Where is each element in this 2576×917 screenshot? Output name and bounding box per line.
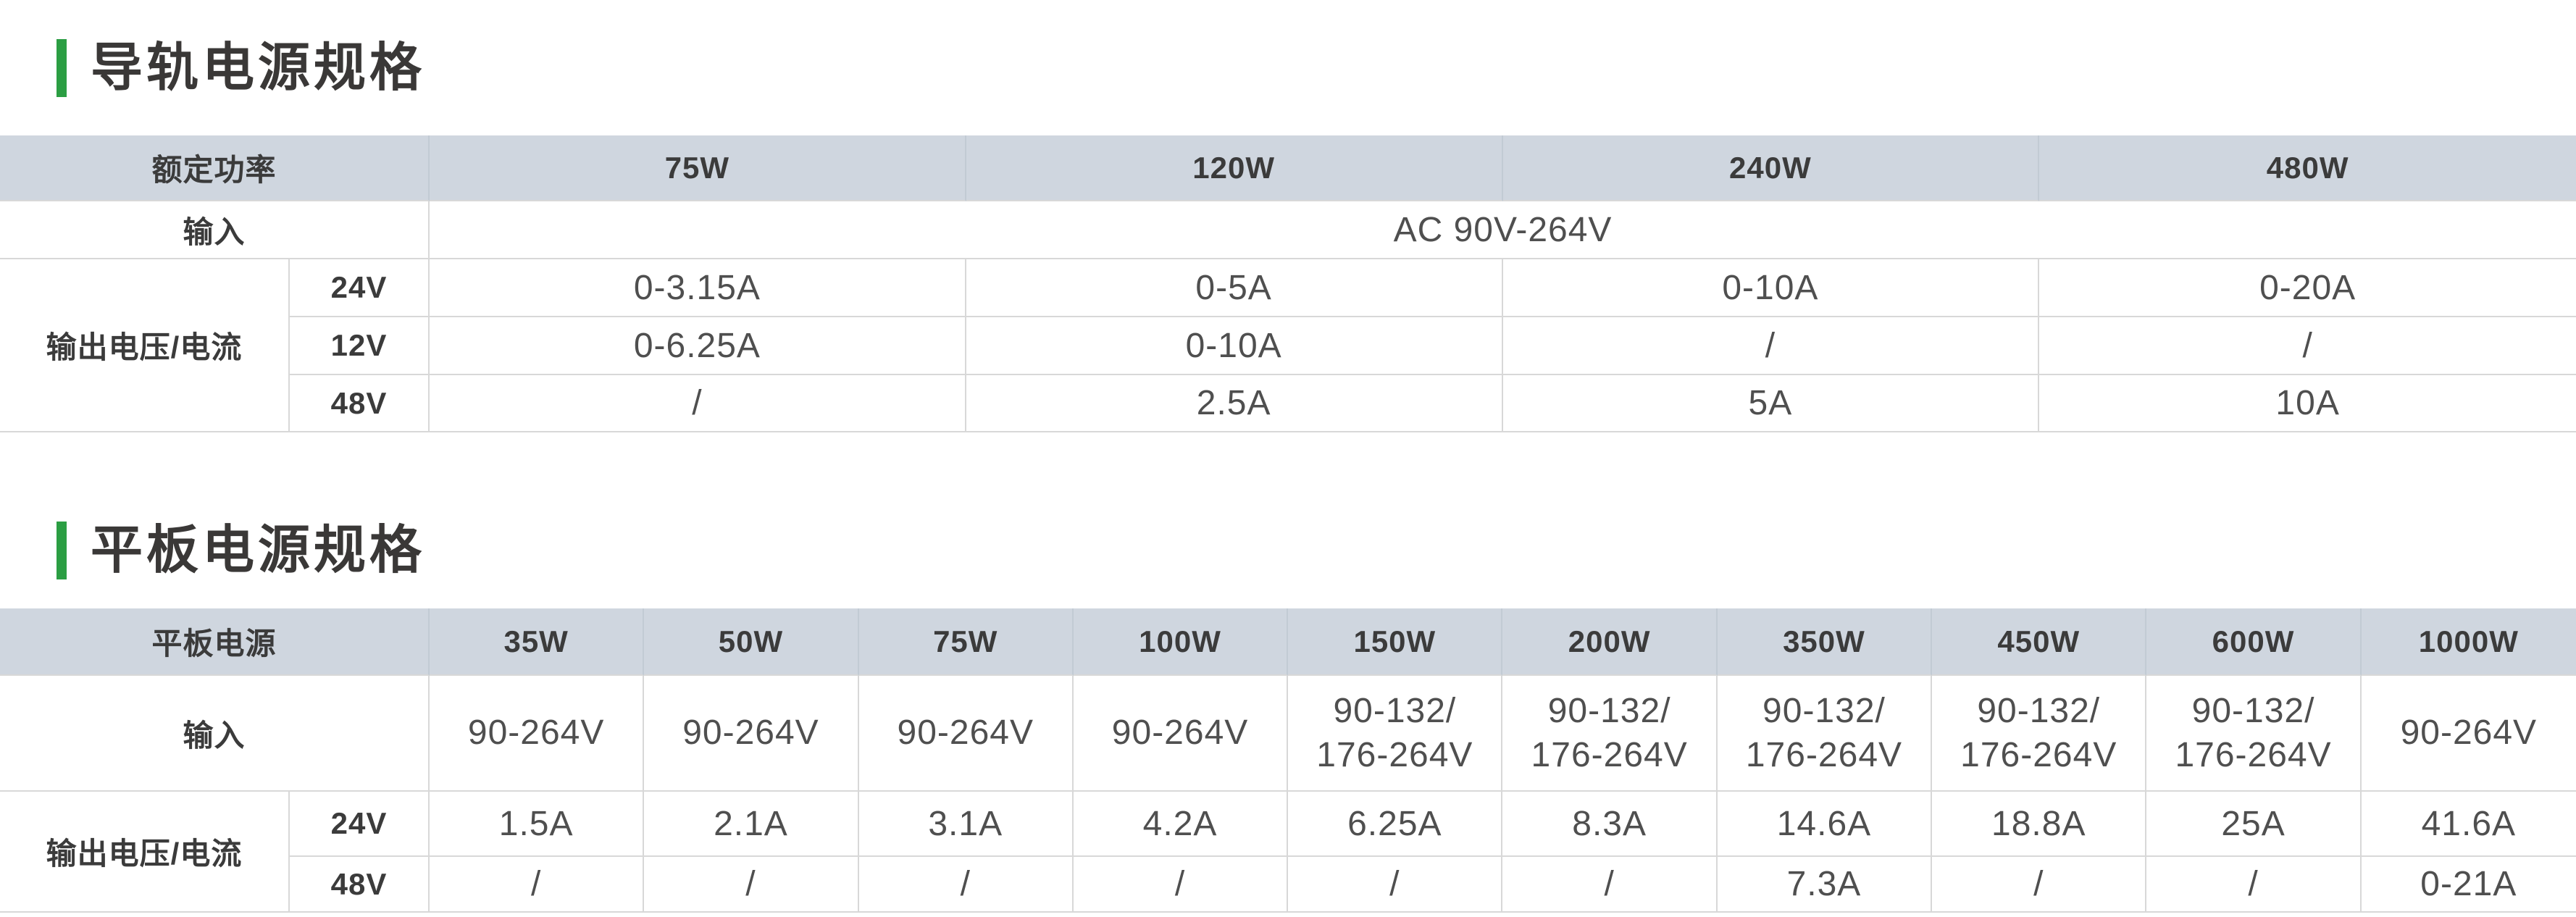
- rail-voltage-label-12v: 12V: [290, 317, 430, 375]
- panel-current-value: 41.6A: [2361, 792, 2576, 857]
- rail-current-value: 0-20A: [2039, 259, 2576, 317]
- rail-spec-table: 额定功率 75W 120W 240W 480W 输入 AC 90V-264V 输…: [0, 135, 2576, 432]
- panel-input-value: 90-264V: [2361, 676, 2576, 792]
- panel-current-value: 14.6A: [1717, 792, 1933, 857]
- panel-section-title-text: 平板电源规格: [91, 522, 426, 579]
- panel-current-value: 2.1A: [644, 792, 859, 857]
- rail-input-row-label: 输入: [0, 201, 430, 259]
- panel-current-value: 8.3A: [1502, 792, 1718, 857]
- rail-current-value: /: [2039, 317, 2576, 375]
- panel-current-value: 1.5A: [430, 792, 645, 857]
- panel-column-header-50w: 50W: [644, 608, 859, 676]
- panel-current-value: 3.1A: [858, 792, 1074, 857]
- rail-column-header-75w: 75W: [430, 135, 966, 201]
- panel-input-value: 90-132/ 176-264V: [1288, 676, 1503, 792]
- rail-corner-header: 额定功率: [0, 135, 430, 201]
- panel-current-value: 4.2A: [1073, 792, 1289, 857]
- panel-corner-header: 平板电源: [0, 608, 430, 676]
- panel-current-value: 6.25A: [1288, 792, 1503, 857]
- rail-current-value: /: [1502, 317, 2040, 375]
- panel-input-value: 90-132/ 176-264V: [2146, 676, 2362, 792]
- rail-input-value: AC 90V-264V: [430, 201, 2576, 259]
- panel-column-header-200w: 200W: [1502, 608, 1718, 676]
- rail-current-value: 2.5A: [966, 375, 1503, 432]
- panel-input-value: 90-132/ 176-264V: [1502, 676, 1718, 792]
- panel-current-value: 25A: [2146, 792, 2362, 857]
- rail-section-title: 导轨电源规格: [57, 39, 425, 97]
- panel-input-row-label: 输入: [0, 676, 430, 792]
- panel-input-value: 90-264V: [858, 676, 1074, 792]
- rail-current-value: 0-6.25A: [430, 317, 966, 375]
- panel-spec-table: 平板电源 35W 50W 75W 100W 150W 200W 350W 450…: [0, 608, 2576, 913]
- rail-current-value: /: [430, 375, 966, 432]
- rail-title-accent-bar: [57, 39, 67, 97]
- panel-current-value: /: [1932, 857, 2147, 913]
- panel-current-value: /: [858, 857, 1074, 913]
- rail-voltage-label-48v: 48V: [290, 375, 430, 432]
- rail-column-header-480w: 480W: [2039, 135, 2576, 201]
- rail-current-value: 5A: [1502, 375, 2040, 432]
- panel-output-row-label: 输出电压/电流: [0, 792, 290, 913]
- rail-column-header-120w: 120W: [966, 135, 1503, 201]
- panel-column-header-1000w: 1000W: [2361, 608, 2576, 676]
- panel-input-value: 90-132/ 176-264V: [1717, 676, 1933, 792]
- rail-current-value: 0-10A: [966, 317, 1503, 375]
- rail-output-row-label: 输出电压/电流: [0, 259, 290, 432]
- panel-current-value: 7.3A: [1717, 857, 1933, 913]
- rail-current-value: 0-10A: [1502, 259, 2040, 317]
- rail-current-value: 10A: [2039, 375, 2576, 432]
- panel-current-value: /: [644, 857, 859, 913]
- panel-input-value: 90-264V: [1073, 676, 1289, 792]
- rail-voltage-label-24v: 24V: [290, 259, 430, 317]
- panel-current-value: /: [430, 857, 645, 913]
- panel-input-value: 90-264V: [644, 676, 859, 792]
- panel-column-header-600w: 600W: [2146, 608, 2362, 676]
- panel-column-header-100w: 100W: [1073, 608, 1289, 676]
- panel-current-value: /: [1502, 857, 1718, 913]
- panel-input-value: 90-132/ 176-264V: [1932, 676, 2147, 792]
- panel-section-title: 平板电源规格: [57, 522, 425, 579]
- rail-current-value: 0-3.15A: [430, 259, 966, 317]
- panel-current-value: /: [1288, 857, 1503, 913]
- rail-column-header-240w: 240W: [1502, 135, 2040, 201]
- rail-current-value: 0-5A: [966, 259, 1503, 317]
- panel-current-value: /: [1073, 857, 1289, 913]
- panel-title-accent-bar: [57, 522, 67, 579]
- rail-section-title-text: 导轨电源规格: [91, 39, 426, 97]
- panel-input-value: 90-264V: [430, 676, 645, 792]
- panel-current-value: 0-21A: [2361, 857, 2576, 913]
- panel-voltage-label-24v: 24V: [290, 792, 430, 857]
- panel-column-header-35w: 35W: [430, 608, 645, 676]
- panel-column-header-350w: 350W: [1717, 608, 1933, 676]
- panel-column-header-450w: 450W: [1932, 608, 2147, 676]
- panel-column-header-75w: 75W: [858, 608, 1074, 676]
- panel-current-value: 18.8A: [1932, 792, 2147, 857]
- panel-current-value: /: [2146, 857, 2362, 913]
- panel-column-header-150w: 150W: [1288, 608, 1503, 676]
- panel-voltage-label-48v: 48V: [290, 857, 430, 913]
